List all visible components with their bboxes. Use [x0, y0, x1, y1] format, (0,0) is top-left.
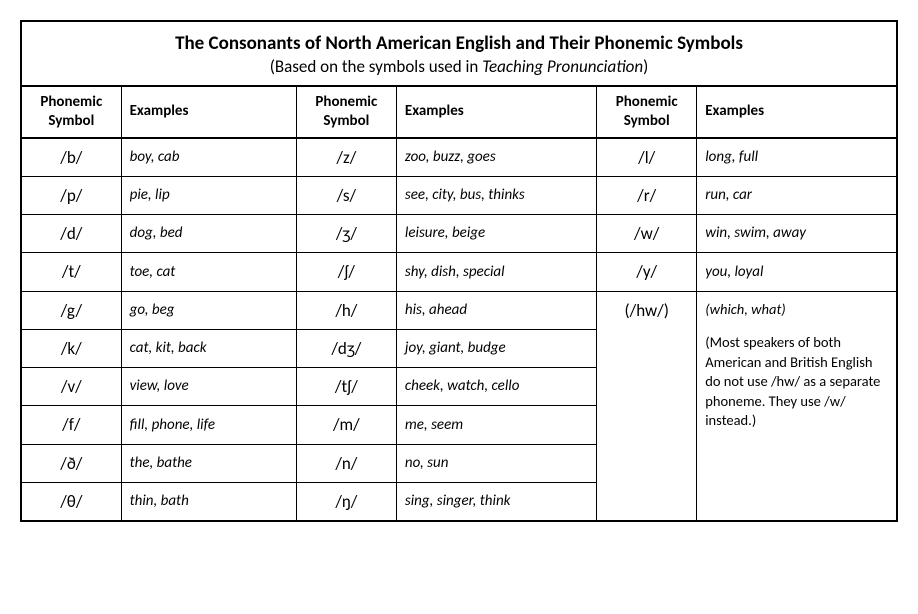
col2-examples-header: Examples	[396, 86, 596, 138]
examples: go, beg	[121, 291, 296, 329]
examples: win, swim, away	[697, 215, 897, 253]
phonemic-symbol-hw: (/hw/)	[597, 291, 697, 521]
phonemic-symbol: /s/	[296, 176, 396, 214]
examples: dog, bed	[121, 215, 296, 253]
title-cell: The Consonants of North American English…	[21, 21, 897, 86]
subtitle-post: )	[643, 56, 648, 77]
consonants-table-wrap: The Consonants of North American English…	[20, 20, 898, 522]
examples: the, bathe	[121, 444, 296, 482]
phonemic-symbol: /r/	[597, 176, 697, 214]
table-row: /b/ boy, cab /z/ zoo, buzz, goes /l/ lon…	[21, 138, 897, 177]
consonants-table: The Consonants of North American English…	[20, 20, 898, 522]
table-row: /g/ go, beg /h/ his, ahead (/hw/) (which…	[21, 291, 897, 329]
examples: his, ahead	[396, 291, 596, 329]
examples: me, seem	[396, 406, 596, 444]
examples: thin, bath	[121, 482, 296, 521]
examples: cat, kit, back	[121, 329, 296, 367]
table-subtitle: (Based on the symbols used in Teaching P…	[30, 56, 888, 77]
examples: run, car	[697, 176, 897, 214]
phonemic-symbol: /z/	[296, 138, 396, 177]
examples: leisure, beige	[396, 215, 596, 253]
phonemic-symbol: /ʃ/	[296, 253, 396, 291]
phonemic-symbol: /v/	[21, 368, 121, 406]
hw-note: (Most speakers of both American and Brit…	[705, 333, 888, 431]
table-title: The Consonants of North American English…	[30, 32, 888, 56]
examples: no, sun	[396, 444, 596, 482]
table-row: /p/ pie, lip /s/ see, city, bus, thinks …	[21, 176, 897, 214]
col3-examples-header: Examples	[697, 86, 897, 138]
table-row: /t/ toe, cat /ʃ/ shy, dish, special /y/ …	[21, 253, 897, 291]
phonemic-symbol: /ŋ/	[296, 482, 396, 521]
examples: view, love	[121, 368, 296, 406]
examples: toe, cat	[121, 253, 296, 291]
col1-symbol-header: Phonemic Symbol	[21, 86, 121, 138]
phonemic-symbol: /l/	[597, 138, 697, 177]
table-row: /d/ dog, bed /ʒ/ leisure, beige /w/ win,…	[21, 215, 897, 253]
examples: boy, cab	[121, 138, 296, 177]
phonemic-symbol: /n/	[296, 444, 396, 482]
examples: pie, lip	[121, 176, 296, 214]
phonemic-symbol: /h/	[296, 291, 396, 329]
hw-examples: (which, what)	[705, 300, 888, 334]
examples: fill, phone, life	[121, 406, 296, 444]
col2-symbol-header: Phonemic Symbol	[296, 86, 396, 138]
phonemic-symbol: /t/	[21, 253, 121, 291]
col1-examples-header: Examples	[121, 86, 296, 138]
examples: shy, dish, special	[396, 253, 596, 291]
phonemic-symbol: /f/	[21, 406, 121, 444]
header-row: Phonemic Symbol Examples Phonemic Symbol…	[21, 86, 897, 138]
examples: cheek, watch, cello	[396, 368, 596, 406]
phonemic-symbol: /m/	[296, 406, 396, 444]
title-row: The Consonants of North American English…	[21, 21, 897, 86]
examples: zoo, buzz, goes	[396, 138, 596, 177]
examples: joy, giant, budge	[396, 329, 596, 367]
phonemic-symbol: /k/	[21, 329, 121, 367]
phonemic-symbol: /g/	[21, 291, 121, 329]
subtitle-em: Teaching Pronunciation	[482, 56, 643, 77]
subtitle-pre: (Based on the symbols used in	[270, 56, 483, 77]
phonemic-symbol: /b/	[21, 138, 121, 177]
examples: you, loyal	[697, 253, 897, 291]
examples: see, city, bus, thinks	[396, 176, 596, 214]
phonemic-symbol: /p/	[21, 176, 121, 214]
phonemic-symbol: /θ/	[21, 482, 121, 521]
phonemic-symbol: /d/	[21, 215, 121, 253]
phonemic-symbol: /w/	[597, 215, 697, 253]
col3-symbol-header: Phonemic Symbol	[597, 86, 697, 138]
phonemic-symbol: /ʒ/	[296, 215, 396, 253]
examples: long, full	[697, 138, 897, 177]
phonemic-symbol: /dʒ/	[296, 329, 396, 367]
phonemic-symbol: /y/	[597, 253, 697, 291]
phonemic-symbol: /ð/	[21, 444, 121, 482]
phonemic-symbol: /tʃ/	[296, 368, 396, 406]
examples: sing, singer, think	[396, 482, 596, 521]
hw-examples-and-note: (which, what) (Most speakers of both Ame…	[697, 291, 897, 521]
